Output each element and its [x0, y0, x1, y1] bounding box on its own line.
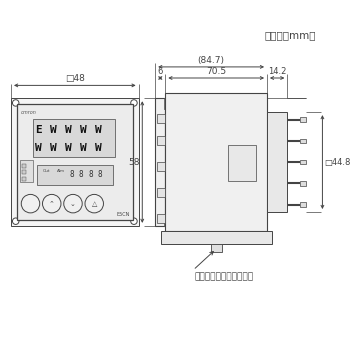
Text: W: W [80, 143, 86, 153]
Text: 6: 6 [158, 67, 163, 76]
Text: W: W [35, 143, 42, 153]
Bar [163, 215, 169, 226]
Bar [300, 202, 306, 207]
Text: Out: Out [42, 169, 50, 174]
Text: W: W [94, 125, 101, 135]
Text: W: W [94, 143, 101, 153]
Bar [20, 160, 33, 182]
Bar [22, 164, 26, 168]
Text: 14.2: 14.2 [268, 67, 286, 76]
Circle shape [13, 100, 19, 106]
Bar [22, 170, 26, 174]
Bar [22, 177, 26, 181]
Circle shape [21, 194, 40, 213]
Text: omron: omron [21, 110, 37, 116]
Bar [157, 162, 165, 171]
Circle shape [42, 194, 61, 213]
Bar [161, 231, 272, 244]
Text: W: W [65, 143, 72, 153]
Text: W: W [80, 125, 86, 135]
Circle shape [85, 194, 104, 213]
Bar [157, 136, 165, 146]
Bar [267, 112, 287, 212]
Text: E5CN: E5CN [117, 211, 130, 217]
Bar [155, 98, 165, 226]
Text: Alm: Alm [57, 169, 65, 174]
Text: 8: 8 [70, 170, 74, 180]
Bar [163, 98, 169, 110]
Bar [157, 114, 165, 123]
Text: 8: 8 [79, 170, 84, 180]
Text: 70.5: 70.5 [206, 67, 226, 76]
Text: W: W [65, 125, 72, 135]
Bar [300, 181, 306, 186]
Text: □44.8: □44.8 [325, 158, 350, 167]
Circle shape [64, 194, 82, 213]
Bar [17, 104, 133, 220]
Text: （単位：mm）: （単位：mm） [265, 30, 316, 40]
Text: ⌃: ⌃ [49, 201, 55, 206]
Text: □48: □48 [65, 74, 85, 83]
Bar [11, 98, 139, 226]
Text: 取付用アダプタ（付属）: 取付用アダプタ（付属） [195, 272, 254, 281]
Text: ⌄: ⌄ [70, 201, 76, 206]
Text: W: W [50, 125, 57, 135]
Text: W: W [50, 143, 57, 153]
Bar [157, 214, 165, 223]
Bar [157, 188, 165, 197]
Circle shape [131, 100, 137, 106]
Text: 58: 58 [128, 158, 140, 167]
Text: 8: 8 [97, 170, 102, 180]
Bar [300, 139, 306, 143]
Circle shape [131, 218, 137, 224]
Bar [165, 93, 267, 231]
Text: E: E [35, 125, 42, 135]
Bar [37, 165, 113, 185]
Text: 8: 8 [88, 170, 93, 180]
Bar [33, 119, 114, 158]
Bar [228, 146, 256, 181]
Circle shape [13, 218, 19, 224]
Text: (84.7): (84.7) [198, 56, 225, 65]
Text: △: △ [92, 201, 97, 206]
Bar [300, 160, 306, 164]
Bar [300, 117, 306, 122]
Bar [211, 244, 222, 252]
